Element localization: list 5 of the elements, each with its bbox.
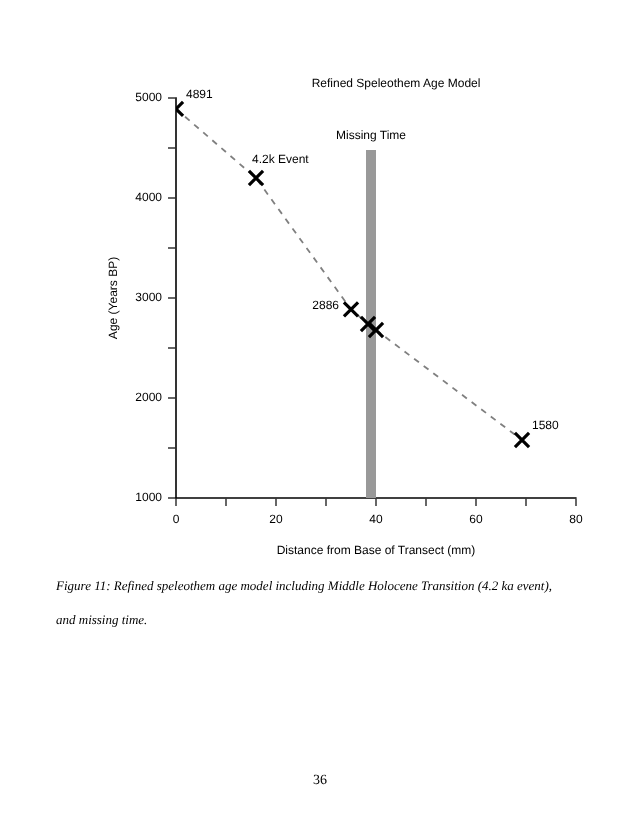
point xyxy=(359,315,377,333)
point xyxy=(342,300,360,319)
point xyxy=(247,169,265,187)
point xyxy=(513,431,531,449)
point xyxy=(367,321,385,339)
